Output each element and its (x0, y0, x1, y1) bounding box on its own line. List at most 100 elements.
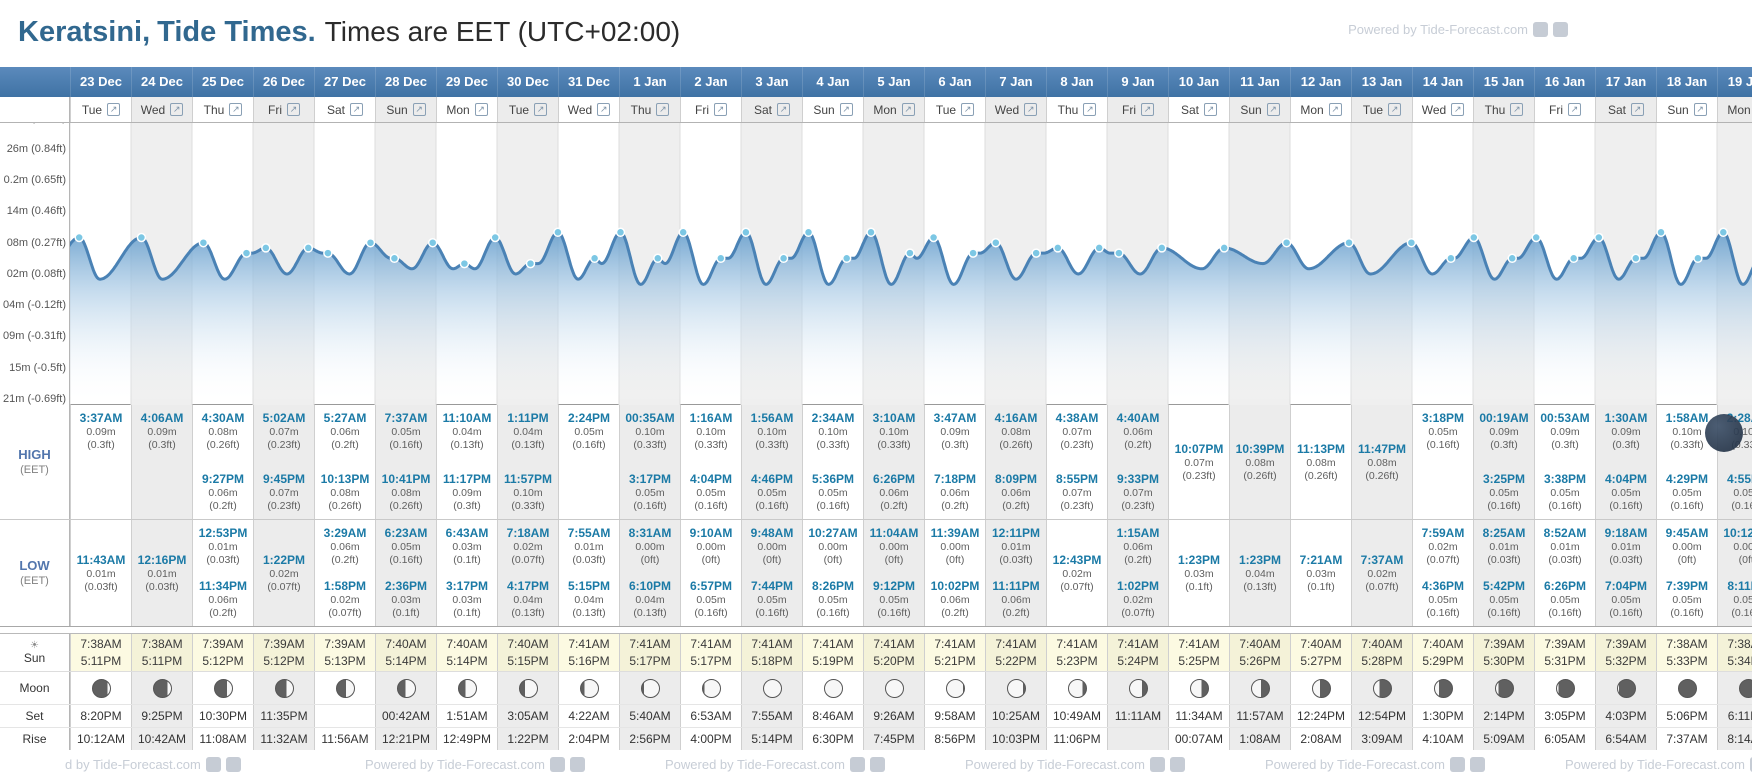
moon-phase-icon (1128, 678, 1148, 698)
date-header: 19 Jan (1717, 67, 1752, 97)
tide-high-point (427, 237, 438, 248)
tide-high-point (841, 253, 852, 264)
expand-day-icon[interactable] (1451, 103, 1465, 116)
date-header: 10 Jan (1168, 67, 1229, 97)
expand-day-icon[interactable] (1024, 103, 1038, 116)
expand-day-icon[interactable] (656, 103, 670, 116)
expand-day-icon[interactable] (839, 103, 853, 116)
tide-time: 9:12PM (872, 579, 916, 593)
expand-day-icon[interactable] (1693, 103, 1707, 116)
expand-day-icon[interactable] (1510, 103, 1524, 116)
high-tide-cell: 11:13PM 0.08m (0.26ft) (1290, 405, 1351, 519)
expand-day-icon[interactable] (901, 103, 915, 116)
high-tide-entry: 1:58AM 0.10m (0.33ft) (1666, 411, 1709, 452)
watermark-bottom: Powered by Tide-Forecast.com (965, 757, 1185, 772)
tide-height-ft: (0.16ft) (389, 439, 423, 451)
tide-height-m: 0.02m (330, 594, 360, 606)
moonset-time: 4:22AM (558, 705, 619, 727)
tide-height-ft: (0.33ft) (816, 439, 850, 451)
weekday-cell: Tue (497, 97, 558, 122)
expand-day-icon[interactable] (229, 103, 243, 116)
tide-high-point (741, 227, 751, 238)
high-row-label: HIGH (EET) (0, 405, 70, 519)
expand-day-icon[interactable] (714, 103, 727, 116)
watermark-text: Powered by Tide-Forecast.com (1348, 22, 1528, 37)
high-tide-cell: 1:30AM 0.09m (0.3ft) 4:04PM 0.05m (0.16ft) (1595, 405, 1656, 519)
sunset-time: 5:20PM (873, 653, 915, 668)
expand-day-icon[interactable] (534, 103, 548, 116)
high-tide-entry: 1:16AM 0.10m (0.33ft) (690, 411, 733, 452)
tide-time: 9:27PM (201, 472, 245, 486)
moonrise-time: 11:56AM (314, 728, 375, 750)
expand-day-icon[interactable] (1631, 103, 1644, 116)
tide-time: 10:02PM (930, 579, 980, 593)
low-tide-cell: 9:10AM 0.00m (0ft) 6:57PM 0.05m (0.16ft) (680, 520, 741, 626)
low-tide-cell: 1:23PM 0.04m (0.13ft) (1229, 520, 1290, 626)
expand-day-icon[interactable] (350, 103, 363, 116)
low-tide-entry: 6:57PM 0.05m (0.16ft) (690, 579, 732, 620)
tide-height-ft: (0.07ft) (1426, 554, 1460, 566)
expand-day-icon[interactable] (1204, 103, 1217, 116)
sunset-time: 5:17PM (690, 653, 732, 668)
tide-time: 4:38AM (1055, 411, 1099, 425)
expand-day-icon[interactable] (777, 103, 790, 116)
tide-height-ft: (0.16ft) (572, 439, 606, 451)
high-tide-entry: 5:02AM 0.07m (0.23ft) (263, 411, 306, 452)
expand-day-icon[interactable] (1388, 103, 1402, 116)
tide-height-ft: (0.2ft) (331, 439, 359, 451)
tide-height-ft: (0.1ft) (453, 607, 481, 619)
expand-day-icon[interactable] (412, 103, 426, 116)
sunset-time: 5:24PM (1117, 653, 1159, 668)
moonrise-time: 10:03PM (985, 728, 1046, 750)
expand-day-icon[interactable] (170, 103, 184, 116)
expand-day-icon[interactable] (961, 103, 975, 116)
date-header: 18 Jan (1656, 67, 1717, 97)
weekday-cell: Sat (314, 97, 375, 122)
expand-day-icon[interactable] (1083, 103, 1097, 116)
moon-phase-icon (1677, 678, 1697, 698)
expand-day-icon[interactable] (1568, 103, 1581, 116)
expand-day-icon[interactable] (1266, 103, 1280, 116)
moonrise-time: 5:09AM (1473, 728, 1534, 750)
expand-day-icon[interactable] (287, 103, 300, 116)
tide-height-m: 0.04m (513, 594, 543, 606)
sun-times-cell: 7:39AM 5:12PM (192, 634, 253, 671)
tide-height-ft: (0.1ft) (1307, 580, 1335, 593)
tide-time: 10:12AM (1723, 526, 1752, 540)
tide-height-m: 0.08m (208, 426, 238, 438)
moonrise-time: 8:56PM (924, 728, 985, 750)
expand-day-icon[interactable] (1328, 103, 1342, 116)
sunset-time: 5:32PM (1605, 653, 1647, 668)
moonrise-time: 00:07AM (1168, 728, 1229, 750)
moon-phase-icon (91, 678, 111, 698)
tide-height-m: 0.08m (1245, 456, 1275, 469)
sunrise-time: 7:40AM (507, 636, 549, 651)
sunset-time: 5:14PM (385, 653, 427, 668)
moon-phase-icon (1433, 678, 1453, 698)
tide-time: 7:37AM (384, 411, 428, 425)
sunset-time: 5:11PM (141, 653, 183, 668)
tide-height-ft: (0.26ft) (1304, 469, 1338, 482)
tide-height-ft: (0.16ft) (1670, 500, 1704, 512)
tide-height-m: 0.05m (757, 487, 787, 499)
date-header: 17 Jan (1595, 67, 1656, 97)
moonset-time: 1:51AM (436, 705, 497, 727)
tide-height-ft: (0.16ft) (389, 554, 423, 566)
low-tide-entry: 7:04PM 0.05m (0.16ft) (1605, 579, 1647, 620)
tide-height-m: 0.05m (696, 594, 726, 606)
low-tide-cell: 11:43AM 0.01m (0.03ft) (70, 520, 131, 626)
high-tide-entry: 10:13PM 0.08m (0.26ft) (321, 472, 370, 513)
tide-height-m: 0.02m (269, 567, 299, 580)
high-tide-entry: 6:26PM 0.06m (0.2ft) (873, 472, 915, 513)
expand-day-icon[interactable] (107, 103, 121, 116)
low-tide-entry: 2:36PM 0.03m (0.1ft) (385, 579, 427, 620)
tide-height-m: 0.07m (269, 487, 299, 499)
expand-day-icon[interactable] (1141, 103, 1154, 116)
date-header: 3 Jan (741, 67, 802, 97)
tide-time: 6:57PM (689, 579, 733, 593)
moon-cell (1290, 672, 1351, 704)
sun-times-cell: 7:41AM 5:16PM (558, 634, 619, 671)
expand-day-icon[interactable] (474, 103, 488, 116)
moon-phase-icon (213, 678, 233, 698)
expand-day-icon[interactable] (597, 103, 611, 116)
